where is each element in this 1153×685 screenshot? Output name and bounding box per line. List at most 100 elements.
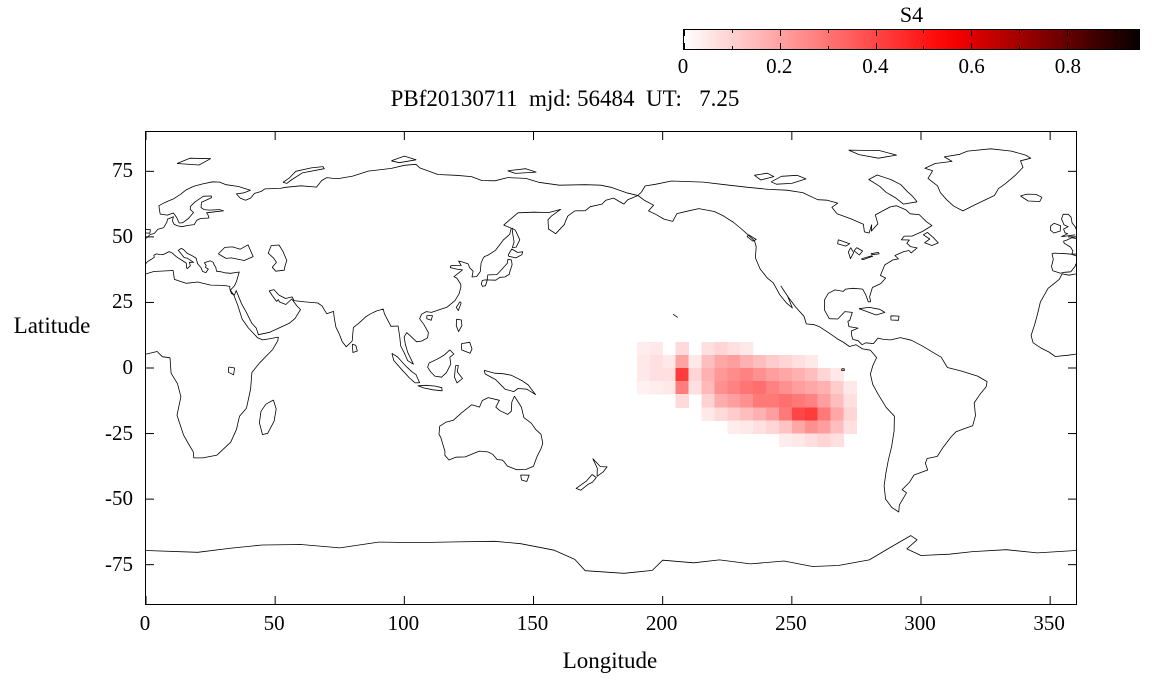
coastline-path <box>427 349 455 378</box>
colorbar-tick <box>731 46 733 49</box>
colorbar <box>683 29 1140 50</box>
heatmap-cell <box>675 394 689 408</box>
colorbar-tick <box>684 43 685 49</box>
heatmap-cell <box>791 354 806 369</box>
heatmap-cell <box>701 341 715 356</box>
plot-title: PBf20130711 mjd: 56484 UT: 7.25 <box>390 86 740 111</box>
colorbar-tick-label: 0.8 <box>1054 54 1081 78</box>
coastline-path <box>267 244 288 272</box>
heatmap-cell <box>636 368 651 382</box>
heatmap-cell <box>804 381 819 395</box>
coastline-path <box>837 239 851 247</box>
colorbar-tick <box>875 30 877 36</box>
coastline-path <box>480 258 513 287</box>
map-canvas <box>146 132 1076 604</box>
heatmap-cell <box>817 407 832 421</box>
coastline-map <box>146 148 1076 574</box>
coastline-path <box>848 247 854 260</box>
heatmap-cell <box>804 354 819 369</box>
heatmap-cell <box>766 420 780 435</box>
heatmap-cell <box>804 368 819 382</box>
heatmap-cell <box>649 368 664 382</box>
heatmap-cell <box>727 354 741 369</box>
coastline-path <box>853 247 863 256</box>
coastline-path <box>426 315 433 321</box>
heatmap-cell <box>843 394 857 408</box>
heatmap-cell <box>804 394 819 408</box>
heatmap-cell <box>636 354 651 369</box>
coastline-path <box>483 370 536 396</box>
heatmap-cell <box>778 407 793 421</box>
heatmap-cell <box>843 407 857 421</box>
heatmap-cell <box>830 394 844 408</box>
coastline-path <box>146 228 151 234</box>
heatmap-cell <box>766 354 780 369</box>
heatmap-cell <box>804 433 819 448</box>
heatmap-cell <box>843 420 857 435</box>
colorbar-tick-label: 0.4 <box>862 54 889 78</box>
heatmap-cell <box>817 394 832 408</box>
y-tick-label: -50 <box>105 486 133 511</box>
coastline-path <box>520 474 530 482</box>
heatmap-cell <box>830 368 844 382</box>
heatmap-cell <box>662 368 677 382</box>
y-tick-label: 50 <box>112 223 133 248</box>
heatmap-cell <box>662 354 677 369</box>
heatmap-cell <box>753 368 767 382</box>
heatmap-cell <box>714 354 728 369</box>
coastline-path <box>841 368 845 371</box>
x-tick-label: 200 <box>645 611 678 635</box>
coastline-path <box>868 174 918 205</box>
y-tick-label: 0 <box>122 355 134 379</box>
heatmap-cell <box>778 368 793 382</box>
coastline-path <box>146 163 639 365</box>
heatmap-cell <box>714 407 728 421</box>
y-axis-label: Latitude <box>13 313 91 338</box>
heatmap-cell <box>740 354 754 369</box>
heatmap-cell <box>740 381 754 395</box>
coastline-path <box>461 341 473 354</box>
heatmap-cell <box>740 368 754 382</box>
heatmap-cell <box>753 354 767 369</box>
heatmap-cell <box>740 341 754 356</box>
heatmap-cell <box>817 381 832 395</box>
colorbar-tick <box>1115 30 1117 33</box>
heatmap-cell <box>804 407 819 421</box>
axis-ticks <box>146 132 1076 604</box>
colorbar-tick <box>1115 46 1117 49</box>
heatmap-cell <box>727 407 741 421</box>
heatmap-cell <box>778 354 793 369</box>
heatmap-cell <box>740 394 754 408</box>
x-tick-label: 50 <box>263 611 285 635</box>
heatmap-cell <box>791 420 806 435</box>
colorbar-tick <box>827 46 829 49</box>
heatmap-cell <box>778 381 793 395</box>
coastline-path <box>1030 273 1076 357</box>
coastline-path <box>282 166 325 184</box>
x-tick-label: 300 <box>904 611 936 635</box>
colorbar-tick <box>684 30 685 36</box>
heatmap-cell <box>649 341 664 356</box>
y-tick-label: 25 <box>112 289 133 314</box>
heatmap-cell <box>636 381 651 395</box>
coastline-path <box>592 458 608 477</box>
coastline-path <box>771 174 807 185</box>
coastline-path <box>861 255 874 261</box>
heatmap-cell <box>714 381 728 395</box>
coastline-path <box>455 301 462 311</box>
coastline-path <box>455 318 463 332</box>
coastline-path <box>575 474 597 491</box>
coastline-path <box>1020 193 1043 202</box>
colorbar-label: S4 <box>899 2 924 27</box>
colorbar-tick <box>1067 43 1069 49</box>
heatmap-cell <box>817 420 832 435</box>
heatmap-cell <box>791 381 806 395</box>
heatmap-cell <box>675 341 689 356</box>
colorbar-tick <box>1019 46 1021 49</box>
y-tick-label: -25 <box>105 420 133 445</box>
heatmap-cell <box>830 420 844 435</box>
coastline-path <box>508 248 524 259</box>
heatmap-layer <box>636 341 857 448</box>
heatmap-cell <box>701 381 715 395</box>
